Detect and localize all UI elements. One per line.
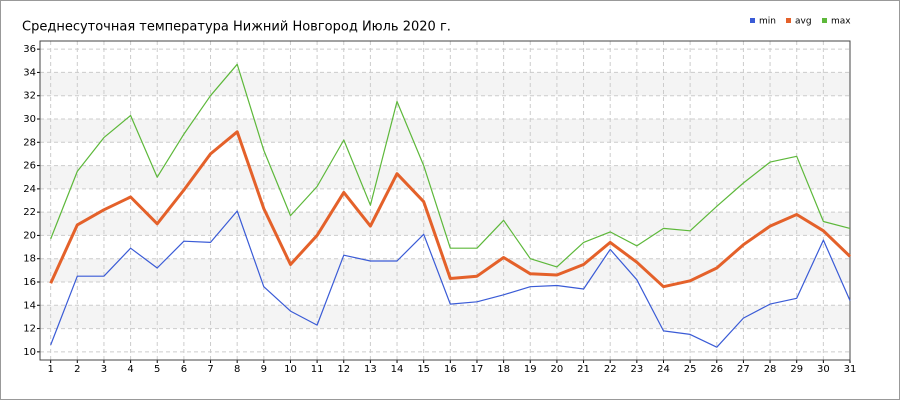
y-tick-label: 16 [23, 277, 36, 288]
x-tick-label: 29 [790, 364, 803, 375]
x-tick-label: 28 [764, 364, 777, 375]
x-tick-label: 30 [817, 364, 830, 375]
grid-band [40, 305, 850, 329]
x-tick-label: 27 [737, 364, 750, 375]
y-tick-label: 24 [23, 184, 36, 195]
x-tick-label: 14 [391, 364, 404, 375]
x-tick-label: 3 [101, 364, 107, 375]
y-tick-label: 18 [23, 254, 36, 265]
x-tick-label: 19 [524, 364, 537, 375]
legend-swatch [750, 18, 755, 23]
x-tick-label: 9 [261, 364, 267, 375]
plot-frame [39, 40, 851, 361]
y-tick-label: 26 [23, 161, 36, 172]
y-tick-label: 34 [23, 67, 36, 78]
y-tick-label: 14 [23, 300, 36, 311]
x-tick-label: 22 [604, 364, 617, 375]
x-tick-label: 1 [47, 364, 53, 375]
x-tick-label: 15 [417, 364, 430, 375]
legend-swatch [786, 18, 791, 23]
grid-band [40, 165, 850, 189]
x-tick-label: 26 [710, 364, 723, 375]
grid-band [40, 119, 850, 143]
x-tick-label: 6 [181, 364, 187, 375]
x-tick-label: 7 [207, 364, 213, 375]
grid-band [40, 72, 850, 96]
legend-swatch [822, 18, 827, 23]
y-tick-label: 10 [23, 347, 36, 358]
legend-label: min [759, 17, 776, 27]
y-tick-label: 20 [23, 230, 36, 241]
series-line [50, 210, 851, 348]
x-tick-label: 16 [444, 364, 457, 375]
x-tick-label: 8 [234, 364, 240, 375]
x-tick-label: 17 [471, 364, 484, 375]
series-line [49, 130, 852, 289]
y-tick-label: 30 [23, 114, 36, 125]
chart-title: Среднесуточная температура Нижний Новгор… [22, 20, 451, 35]
x-tick-label: 5 [154, 364, 160, 375]
x-tick-label: 13 [364, 364, 377, 375]
x-tick-label: 11 [311, 364, 324, 375]
x-tick-label: 21 [577, 364, 590, 375]
x-tick-label: 24 [657, 364, 670, 375]
y-tick-label: 22 [23, 207, 36, 218]
x-tick-label: 4 [127, 364, 133, 375]
grid-band [40, 258, 850, 282]
y-tick-label: 36 [23, 44, 36, 55]
legend-label: avg [795, 17, 812, 27]
x-tick-label: 20 [551, 364, 564, 375]
y-tick-label: 32 [23, 91, 36, 102]
x-tick-label: 12 [337, 364, 350, 375]
y-tick-label: 28 [23, 137, 36, 148]
x-tick-label: 23 [630, 364, 643, 375]
x-tick-label: 31 [844, 364, 857, 375]
y-tick-label: 12 [23, 324, 36, 335]
series-line [50, 63, 851, 268]
legend-label: max [831, 17, 851, 27]
x-tick-label: 10 [284, 364, 297, 375]
x-tick-label: 18 [497, 364, 510, 375]
x-tick-label: 25 [684, 364, 697, 375]
x-tick-label: 2 [74, 364, 80, 375]
grid-band [40, 212, 850, 236]
